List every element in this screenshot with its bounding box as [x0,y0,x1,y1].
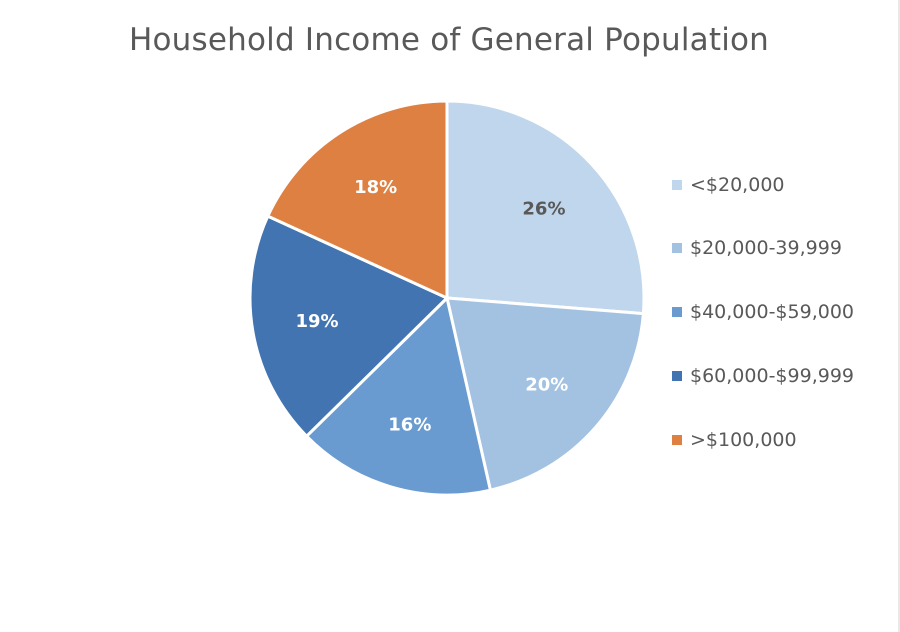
legend-swatch-icon [672,180,682,190]
slice-20k-40k[interactable] [445,296,645,492]
legend-label: $40,000-$59,000 [690,301,854,323]
legend-label: $20,000-39,999 [690,237,842,259]
legend-swatch-icon [672,435,682,445]
slice-over-100k[interactable] [266,99,449,300]
legend-label: <$20,000 [690,174,785,196]
legend-item-under-20k[interactable]: <$20,000 [672,170,785,200]
data-label: 19% [295,311,338,332]
data-label: 18% [354,177,397,198]
slice-40k-60k[interactable] [305,296,492,497]
slice-60k-100k[interactable] [248,214,449,438]
legend-item-60k-100k[interactable]: $60,000-$99,999 [672,361,854,391]
pie-labels: 26% 20% 16% 19% 18% [295,177,568,436]
legend-item-over-100k[interactable]: >$100,000 [672,425,797,455]
pie-slices [248,99,646,497]
window-edge [898,0,900,632]
legend-item-40k-60k[interactable]: $40,000-$59,000 [672,297,854,327]
data-label: 26% [522,198,565,219]
legend-swatch-icon [672,243,682,253]
data-label: 20% [525,374,568,395]
legend-label: >$100,000 [690,429,797,451]
legend-item-20k-40k[interactable]: $20,000-39,999 [672,233,842,263]
slice-under-20k[interactable] [445,99,646,316]
chart-title: Household Income of General Population [128,22,770,58]
legend-swatch-icon [672,307,682,317]
legend-label: $60,000-$99,999 [690,365,854,387]
legend-swatch-icon [672,371,682,381]
data-label: 16% [388,415,431,436]
